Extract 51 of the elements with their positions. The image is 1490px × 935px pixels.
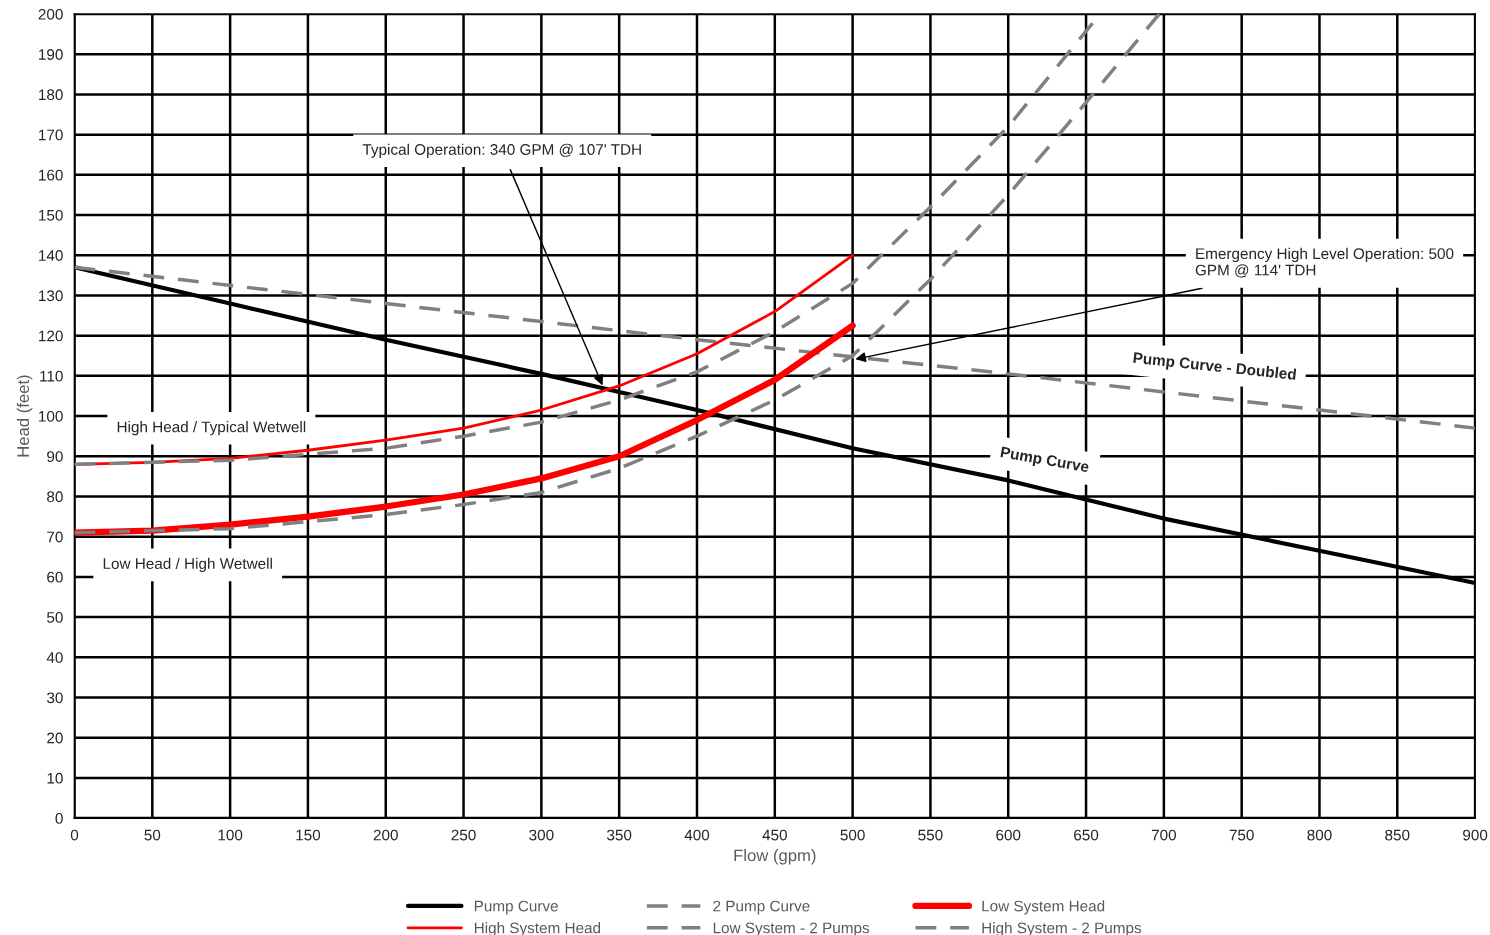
x-tick-label: 150	[296, 829, 321, 841]
x-tick-label: 400	[684, 829, 710, 841]
annotation: Emergency High Level Operation: 500 GPM @ 114' TDH	[1195, 247, 1454, 278]
y-axis-title: Head (feet)	[16, 375, 33, 457]
y-tick-label: 160	[39, 169, 63, 181]
x-tick-label: 900	[1463, 829, 1488, 841]
y-tick-label: 180	[39, 89, 63, 101]
y-tick-label: 200	[38, 8, 63, 20]
legend-label: 2 Pump Curve	[713, 900, 810, 915]
x-axis-title: Flow (gpm)	[734, 849, 816, 865]
x-tick-label: 450	[762, 829, 787, 841]
x-tick-label: 700	[1151, 829, 1176, 841]
y-tick-label: 30	[46, 692, 63, 704]
legend-label: Low System Head	[982, 900, 1105, 915]
x-tick-label: 50	[144, 829, 161, 841]
y-tick-label: 0	[55, 812, 63, 824]
x-tick-label: 600	[996, 829, 1021, 841]
annotation: Typical Operation: 340 GPM @ 107' TDH	[362, 143, 641, 158]
y-tick-label: 140	[39, 250, 63, 261]
annotation: High Head / Typical Wetwell	[117, 421, 306, 436]
y-tick-label: 110	[40, 370, 63, 382]
y-tick-label: 80	[47, 491, 63, 503]
x-tick-label: 650	[1074, 829, 1099, 841]
y-tick-label: 50	[47, 611, 63, 623]
x-tick-label: 550	[918, 829, 943, 841]
legend-label: Pump Curve	[474, 900, 558, 915]
x-tick-label: 300	[529, 829, 554, 841]
y-tick-label: 70	[47, 531, 63, 543]
x-tick-label: 800	[1307, 829, 1332, 841]
x-tick-label: 0	[70, 829, 79, 841]
y-tick-label: 130	[39, 290, 63, 302]
x-tick-label: 750	[1229, 829, 1254, 841]
x-tick-label: 200	[373, 829, 398, 841]
annotation: Pump Curve - Doubled	[1132, 351, 1297, 383]
x-tick-label: 500	[840, 829, 865, 841]
x-tick-label: 100	[218, 829, 243, 841]
y-tick-label: 190	[39, 49, 63, 60]
y-tick-label: 60	[47, 571, 63, 583]
y-tick-label: 40	[46, 652, 63, 663]
annotation: Low Head / High Wetwell	[103, 557, 272, 573]
y-tick-label: 20	[47, 732, 63, 744]
y-tick-label: 120	[39, 330, 63, 342]
x-tick-label: 850	[1385, 829, 1410, 841]
y-tick-label: 150	[39, 209, 63, 221]
x-tick-label: 350	[607, 829, 632, 841]
annotation: Pump Curve	[999, 446, 1090, 476]
y-tick-label: 10	[47, 772, 63, 784]
y-tick-label: 100	[39, 410, 63, 422]
y-tick-label: 90	[47, 451, 63, 462]
x-tick-label: 250	[451, 829, 476, 841]
y-tick-label: 170	[39, 129, 63, 141]
